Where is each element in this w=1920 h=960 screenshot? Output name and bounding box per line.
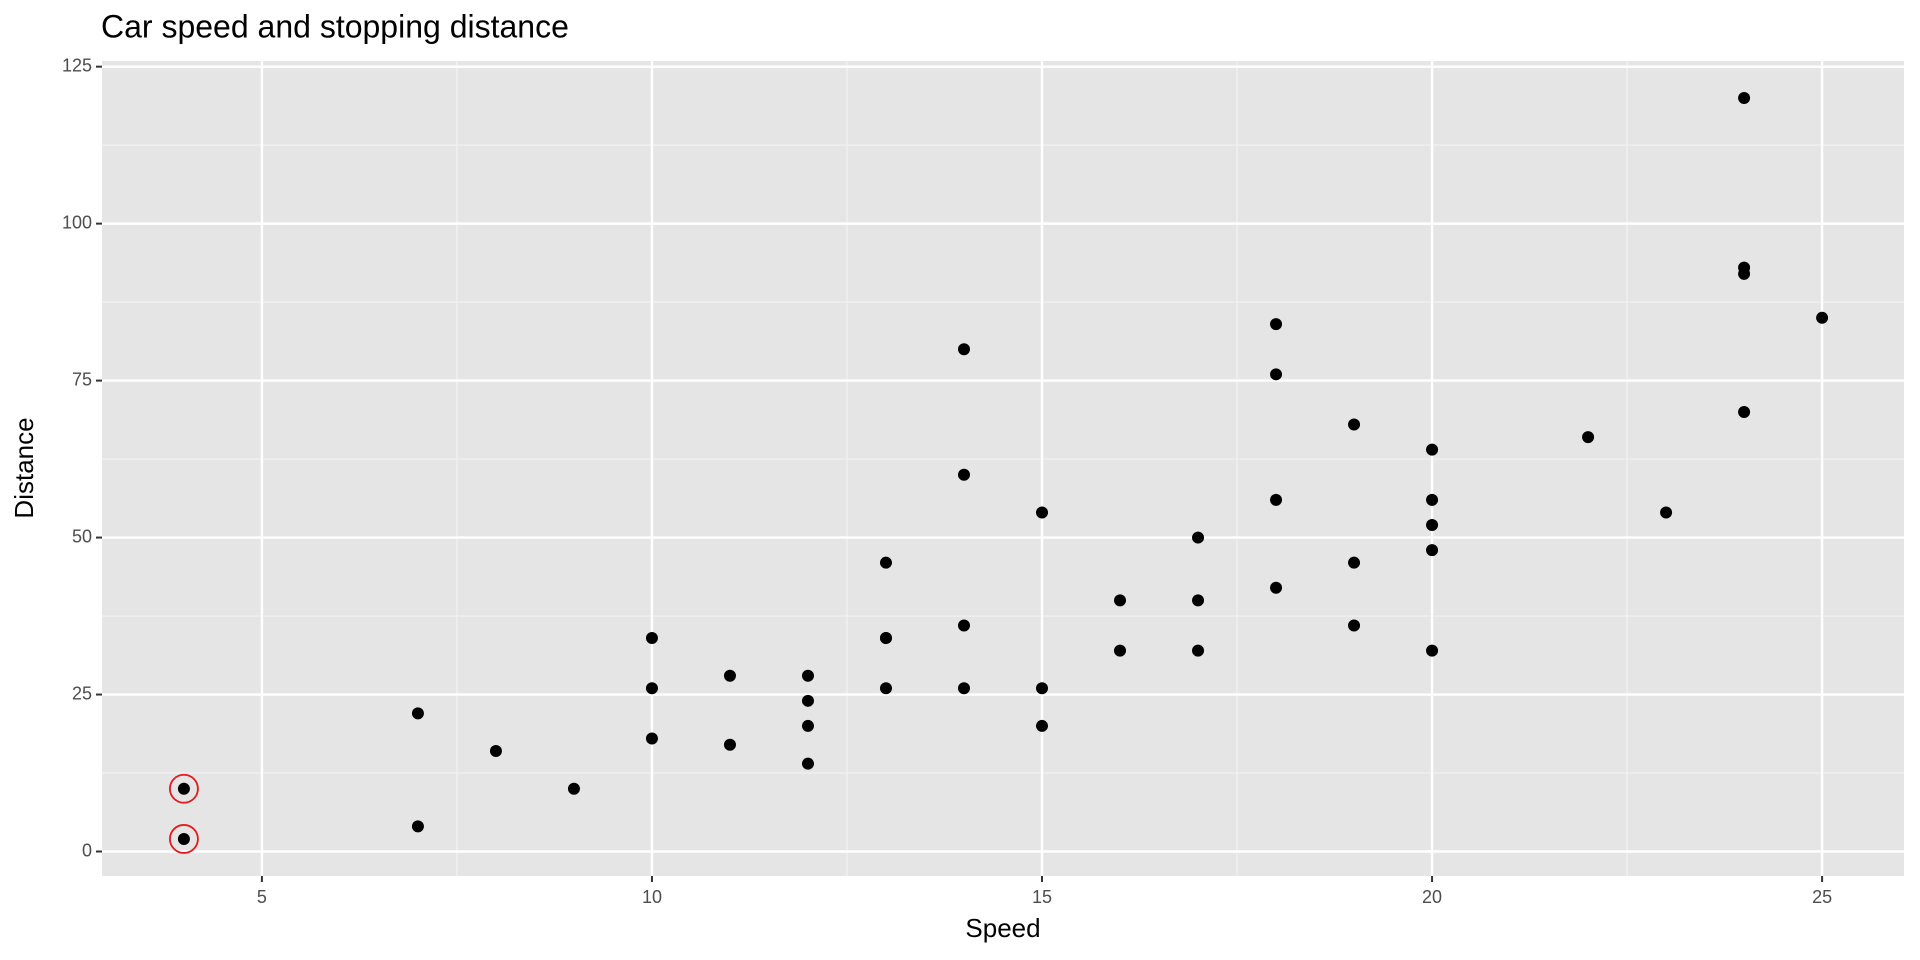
point [1114, 644, 1127, 657]
x-tick-label: 5 [257, 887, 267, 907]
point [1660, 506, 1673, 519]
y-tick-label: 0 [82, 840, 92, 860]
point [957, 682, 970, 695]
point [879, 682, 892, 695]
point [801, 719, 814, 732]
point [1114, 594, 1127, 607]
point [1192, 594, 1205, 607]
point [1738, 92, 1751, 105]
plot-panel [102, 61, 1904, 876]
point [1426, 519, 1439, 532]
point [177, 832, 190, 845]
y-tick-label: 25 [72, 683, 92, 703]
point [1192, 531, 1205, 544]
point [1348, 556, 1361, 569]
point [1036, 719, 1049, 732]
point [1270, 581, 1283, 594]
point [801, 694, 814, 707]
point [1348, 418, 1361, 431]
x-tick-label: 10 [642, 887, 662, 907]
point [645, 632, 658, 645]
point [1036, 506, 1049, 519]
y-axis-title: Distance [9, 417, 39, 518]
point [1738, 261, 1751, 274]
point [723, 669, 736, 682]
point [957, 468, 970, 481]
point [411, 707, 424, 720]
y-tick-label: 125 [62, 55, 92, 75]
point [1426, 644, 1439, 657]
y-tick-label: 75 [72, 369, 92, 389]
chart-title: Car speed and stopping distance [101, 8, 569, 44]
point [177, 782, 190, 795]
point [1270, 318, 1283, 331]
point [489, 745, 502, 758]
x-tick-label: 15 [1032, 887, 1052, 907]
point [1348, 619, 1361, 632]
point [645, 732, 658, 745]
point [411, 820, 424, 833]
point [1426, 443, 1439, 456]
x-axis-title: Speed [965, 913, 1040, 943]
point [1192, 644, 1205, 657]
point [957, 619, 970, 632]
highlight-ring [169, 773, 199, 804]
point [1582, 431, 1595, 444]
point [1426, 493, 1439, 506]
point [1036, 682, 1049, 695]
point [879, 556, 892, 569]
y-tick-label: 100 [62, 212, 92, 232]
x-tick-label: 20 [1422, 887, 1442, 907]
point [1738, 405, 1751, 418]
point [645, 682, 658, 695]
point [801, 757, 814, 770]
point [801, 669, 814, 682]
point [567, 782, 580, 795]
point [1270, 493, 1283, 506]
point [957, 343, 970, 356]
point [1816, 311, 1829, 324]
point [879, 632, 892, 645]
x-tick-label: 25 [1812, 887, 1832, 907]
highlight-ring [169, 824, 199, 854]
y-tick-label: 50 [72, 526, 92, 546]
point [723, 738, 736, 751]
point [1426, 544, 1439, 557]
point [1270, 368, 1283, 381]
